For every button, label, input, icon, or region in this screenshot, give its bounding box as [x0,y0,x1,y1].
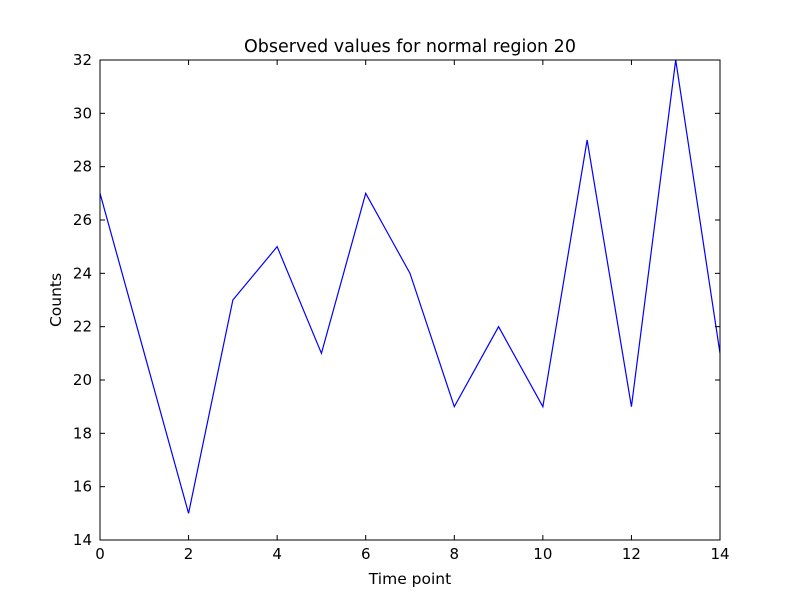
y-tick-label: 30 [73,104,92,122]
y-tick-label: 24 [73,264,92,282]
y-tick-label: 26 [73,211,92,229]
x-tick-label: 0 [95,545,105,563]
x-axis-ticks: 0 2 4 6 8 10 12 14 [95,60,730,563]
y-tick-label: 22 [73,318,92,336]
series-layer [99,59,721,514]
y-axis-ticks: 14 16 18 20 22 24 26 28 30 32 [73,51,720,549]
x-tick-label: 8 [450,545,460,563]
x-tick-label: 10 [533,545,552,563]
y-tick-label: 16 [73,478,92,496]
x-tick-label: 12 [622,545,641,563]
chart-title: Observed values for normal region 20 [244,37,576,57]
plot-area-frame [99,59,721,541]
x-tick-label: 14 [710,545,729,563]
y-tick-label: 18 [73,424,92,442]
y-tick-label: 28 [73,158,92,176]
y-tick-label: 32 [73,51,92,69]
x-tick-label: 6 [361,545,371,563]
y-tick-label: 14 [73,531,92,549]
x-tick-label: 2 [184,545,194,563]
x-axis-label: Time point [368,570,451,588]
y-axis-label: Counts [47,273,65,327]
y-tick-label: 20 [73,371,92,389]
series-line-0 [99,59,721,514]
x-tick-label: 4 [272,545,282,563]
